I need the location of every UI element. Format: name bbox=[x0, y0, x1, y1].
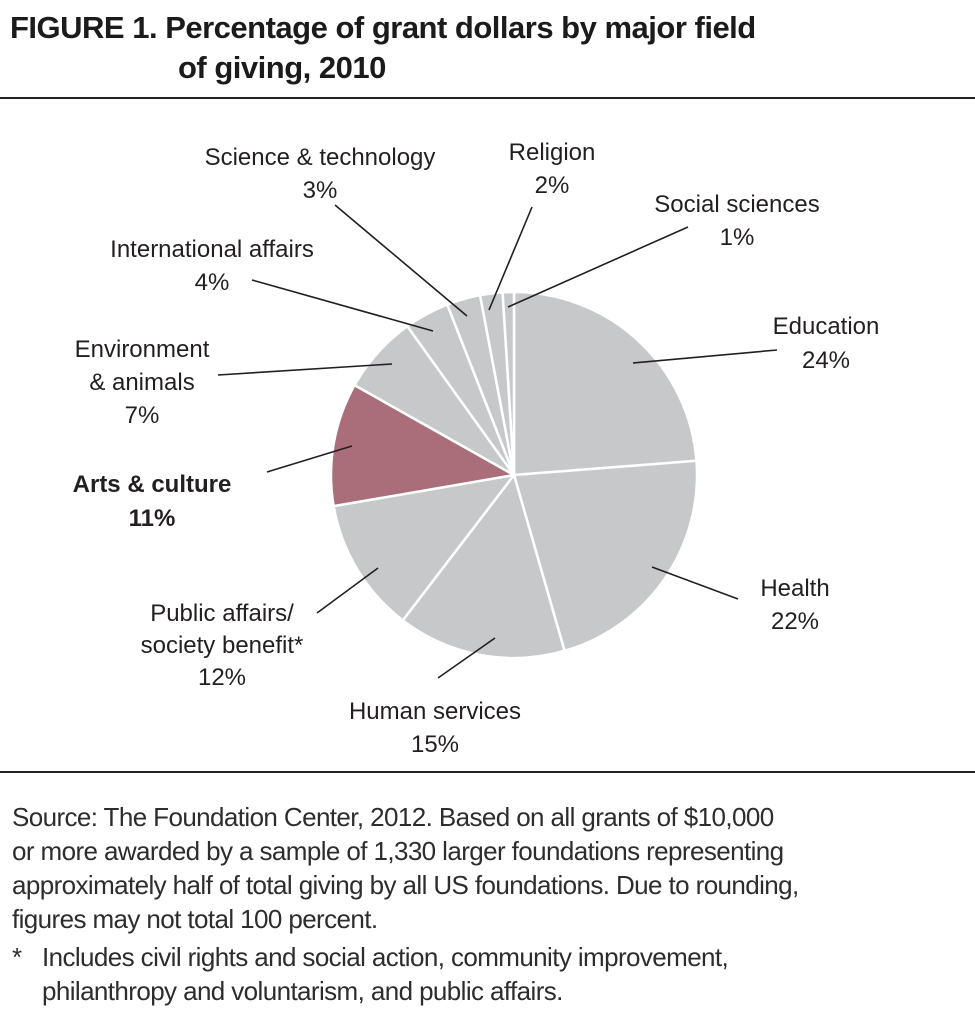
pie-slice-health bbox=[512, 459, 699, 653]
pie-slice-human-services bbox=[401, 473, 566, 660]
slice-label-health-line-1: Health bbox=[760, 575, 829, 602]
slice-label-environment-animals-line-3: 7% bbox=[125, 402, 160, 429]
leader-line-international-affairs bbox=[251, 279, 434, 332]
figure-title-line-2: of giving, 2010 bbox=[178, 50, 386, 85]
text-line: or more awarded by a sample of 1,330 lar… bbox=[12, 836, 784, 866]
slice-label-public-affairs-society-benefit-line-3: 12% bbox=[198, 664, 246, 691]
slice-label-religion-line-1: Religion bbox=[509, 139, 596, 166]
pie-chart-svg: Education 24% Health 22% Human services 15% Pu… bbox=[73, 139, 880, 758]
leader-line-education bbox=[632, 349, 778, 364]
slice-label-religion-line-2: 2% bbox=[535, 172, 570, 199]
footnote: * Includes civil rights and social actio… bbox=[12, 940, 968, 1008]
slice-label-education-line-1: Education bbox=[773, 313, 880, 340]
slice-label-environment-animals-line-2: & animals bbox=[89, 369, 194, 396]
slice-label-international-affairs-line-1: International affairs bbox=[110, 236, 314, 263]
leader-line-social-sciences bbox=[507, 226, 689, 308]
leader-line-public-affairs-society-benefit bbox=[316, 567, 379, 614]
slice-label-education-line-2: 24% bbox=[802, 347, 850, 374]
slice-label-arts-culture-line-1: Arts & culture bbox=[73, 471, 232, 498]
footnote-asterisk: * bbox=[12, 942, 22, 972]
text-line: figures may not total 100 percent. bbox=[12, 904, 378, 934]
slice-label-social-sciences-line-2: 1% bbox=[720, 224, 755, 251]
footnote-text: Includes civil rights and social action,… bbox=[42, 940, 729, 1008]
source-note: Source: The Foundation Center, 2012. Bas… bbox=[12, 800, 968, 936]
slice-label-public-affairs-society-benefit-line-1: Public affairs/ bbox=[150, 600, 294, 627]
slice-label-arts-culture-line-2: 11% bbox=[129, 505, 176, 532]
leader-line-health bbox=[651, 566, 739, 600]
slice-label-environment-animals-line-1: Environment bbox=[75, 336, 210, 363]
pie-slice-public-affairs-society-benefit bbox=[332, 473, 516, 622]
leader-line-religion bbox=[488, 206, 533, 311]
leader-line-environment-animals bbox=[217, 363, 393, 376]
slice-label-health-line-2: 22% bbox=[771, 608, 819, 635]
slice-label-science-technology-line-2: 3% bbox=[303, 177, 338, 204]
figure-title: FIGURE 1. Percentage of grant dollars by… bbox=[10, 8, 965, 88]
leader-line-arts-culture bbox=[266, 445, 353, 473]
slice-label-science-technology-line-1: Science & technology bbox=[205, 144, 436, 171]
slice-label-international-affairs-line-2: 4% bbox=[195, 269, 230, 296]
text-line: approximately half of total giving by al… bbox=[12, 870, 799, 900]
slice-label-human-services-line-1: Human services bbox=[349, 698, 521, 725]
leader-line-human-services bbox=[437, 637, 496, 679]
text-line: philanthropy and voluntarism, and public… bbox=[42, 976, 563, 1006]
pie-chart: Education 24% Health 22% Human services 15% Pu… bbox=[0, 100, 975, 771]
figure-title-line-1: FIGURE 1. Percentage of grant dollars by… bbox=[10, 10, 756, 45]
pie-slice-arts-culture bbox=[329, 383, 516, 508]
slice-label-human-services-line-2: 15% bbox=[411, 731, 459, 758]
leader-line-science-technology bbox=[334, 204, 468, 317]
pie-slice-education bbox=[512, 290, 698, 477]
text-line: Includes civil rights and social action,… bbox=[42, 942, 729, 972]
text-line: Source: The Foundation Center, 2012. Bas… bbox=[12, 802, 774, 832]
slice-label-public-affairs-society-benefit-line-2: society benefit* bbox=[141, 632, 304, 659]
pie-slice-social-sciences bbox=[501, 290, 516, 477]
slice-label-social-sciences-line-1: Social sciences bbox=[654, 191, 819, 218]
title-divider-rule bbox=[0, 97, 975, 99]
source-divider-rule bbox=[0, 771, 975, 773]
